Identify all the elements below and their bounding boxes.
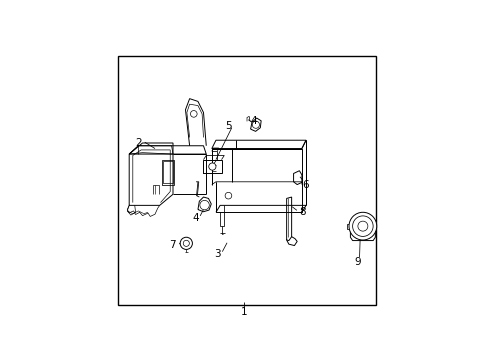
Text: 2: 2	[135, 138, 142, 148]
Circle shape	[348, 212, 376, 240]
Circle shape	[208, 163, 216, 170]
Text: 5: 5	[225, 121, 232, 131]
Circle shape	[224, 192, 231, 199]
Circle shape	[190, 111, 197, 117]
Circle shape	[180, 237, 192, 249]
Text: 3: 3	[214, 249, 220, 259]
Circle shape	[252, 121, 259, 128]
Text: 4: 4	[192, 213, 199, 224]
Circle shape	[357, 221, 367, 231]
Circle shape	[352, 216, 372, 237]
Text: 7: 7	[169, 240, 175, 250]
Text: 8: 8	[299, 207, 305, 217]
Text: 4: 4	[250, 116, 257, 126]
Circle shape	[200, 201, 209, 210]
Text: 9: 9	[354, 257, 361, 267]
Text: 1: 1	[240, 307, 246, 317]
Circle shape	[183, 240, 189, 246]
Text: 6: 6	[302, 180, 309, 190]
